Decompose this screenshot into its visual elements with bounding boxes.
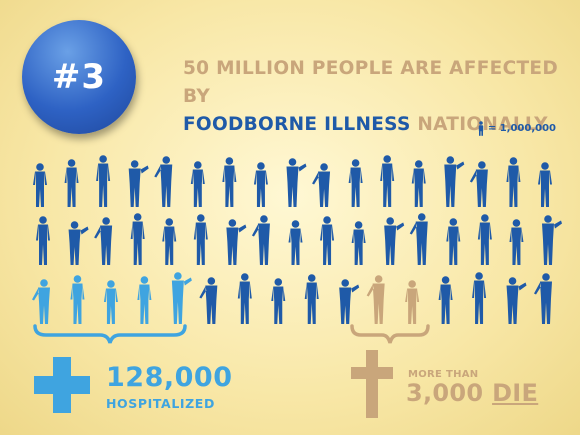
person-figure	[288, 220, 303, 265]
headline: 50 MILLION PEOPLE ARE AFFECTED BY FOODBO…	[183, 55, 580, 139]
person-figure	[33, 163, 47, 207]
person-figure	[506, 277, 527, 324]
person-figure	[444, 156, 465, 207]
person-figure	[171, 272, 192, 324]
person-figure	[130, 213, 145, 265]
person-figure	[32, 279, 50, 324]
headline-line2: FOODBORNE ILLNESS NATIONALLY	[183, 111, 580, 139]
person-figure	[96, 155, 111, 207]
legend-label: = 1,000,000	[487, 123, 556, 134]
hospitalized-brace	[33, 324, 187, 344]
person-figure	[253, 162, 268, 207]
person-figure	[409, 213, 428, 265]
person-figure	[542, 215, 562, 265]
person-figure	[222, 157, 237, 207]
person-figure	[380, 155, 395, 207]
person-figure	[36, 216, 50, 265]
person-figure	[534, 273, 552, 324]
person-figure	[251, 215, 270, 265]
number-badge: #3	[22, 20, 136, 134]
person-icon	[478, 121, 484, 136]
headline-line1: 50 MILLION PEOPLE ARE AFFECTED BY	[183, 58, 558, 107]
person-figure	[472, 272, 487, 324]
person-figure	[469, 161, 488, 207]
deaths-word: DIE	[492, 379, 539, 407]
person-figure	[190, 161, 205, 207]
person-figure	[68, 221, 89, 265]
deaths-number: 3,000	[406, 379, 484, 407]
legend: = 1,000,000	[477, 121, 556, 136]
person-figure	[411, 160, 426, 207]
headline-nationally: NATIONALLY	[417, 114, 548, 135]
person-figure	[162, 218, 177, 265]
person-figure	[339, 279, 360, 324]
person-figure	[348, 159, 363, 207]
hospitalized-value: 128,000	[106, 362, 233, 393]
person-figure	[366, 275, 385, 324]
plus-cross-icon	[34, 357, 90, 413]
person-figure	[506, 157, 521, 207]
person-figure	[271, 278, 286, 324]
badge-label: #3	[51, 57, 107, 97]
deaths-value: 3,000 DIE	[406, 379, 538, 407]
person-figure	[137, 276, 152, 324]
person-figure	[64, 159, 79, 207]
deaths-brace	[350, 324, 430, 344]
person-figure	[226, 219, 247, 265]
person-figure	[94, 217, 113, 265]
person-figure	[286, 158, 307, 207]
person-figure	[509, 219, 524, 265]
person-figure	[304, 274, 319, 324]
person-figure	[351, 221, 366, 265]
person-figure	[320, 216, 335, 265]
person-figure	[312, 163, 331, 207]
person-figure	[128, 160, 149, 207]
person-figure	[477, 214, 492, 265]
headline-foodborne: FOODBORNE ILLNESS	[183, 114, 411, 135]
person-figure	[446, 218, 461, 265]
person-figure	[384, 217, 405, 265]
person-figure	[199, 277, 218, 324]
person-figure	[405, 280, 420, 324]
deaths-prefix: MORE THAN	[408, 369, 479, 380]
person-figure	[154, 156, 173, 207]
person-figure	[438, 276, 453, 324]
person-figure	[237, 273, 252, 324]
person-figure	[70, 275, 85, 324]
person-figure	[193, 214, 208, 265]
hospitalized-label: HOSPITALIZED	[106, 396, 215, 411]
christian-cross-icon	[351, 350, 393, 418]
person-figure	[103, 280, 118, 324]
person-figure	[538, 162, 552, 207]
